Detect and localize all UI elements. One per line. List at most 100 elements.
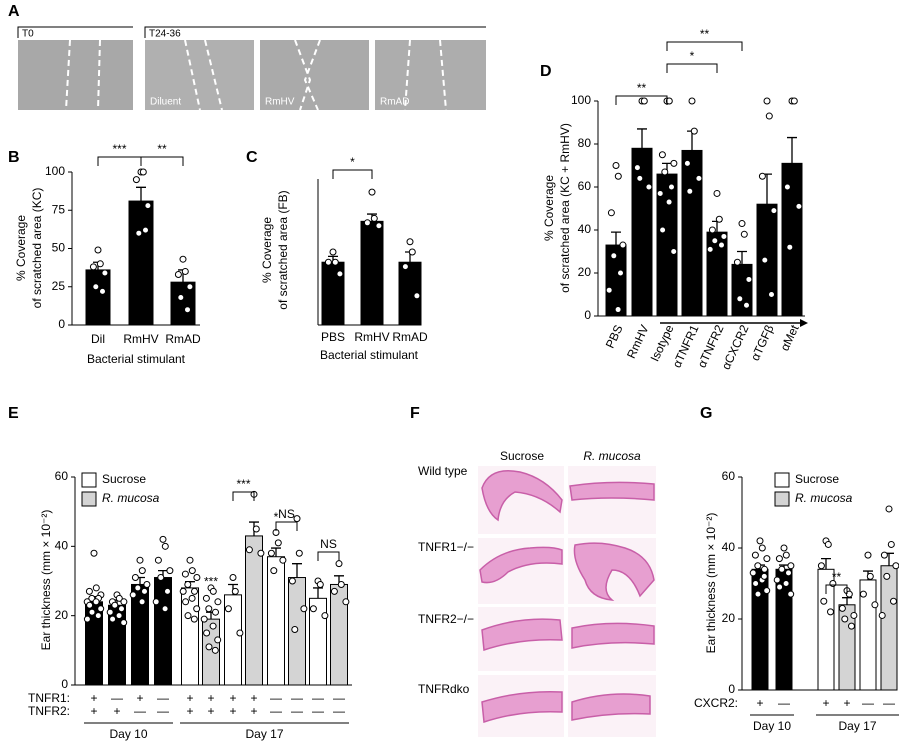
data-point [321,612,329,620]
data-point [92,283,100,291]
genotype: — [312,691,324,705]
error-bar [637,128,647,149]
data-point [848,622,855,630]
y-tick-label: 0 [584,308,591,322]
panel-letter: E [8,405,19,422]
error-bar [611,231,621,246]
error-bar [136,186,146,202]
data-point [838,604,846,612]
data-point [743,301,750,309]
data-point [659,226,667,234]
data-point [236,629,244,637]
data-point [614,306,622,314]
y-axis-label: Ear thickness (mm × 10⁻²) [39,510,53,651]
y-tick-label: 20 [722,611,736,625]
y-tick-label: 100 [45,164,65,178]
data-point [115,612,123,620]
genotype: + [186,704,193,718]
data-point [190,615,198,623]
data-point [184,306,191,314]
data-point [174,271,182,279]
y-tick-label: 40 [722,540,736,554]
data-point [670,248,678,255]
data-point [688,97,696,105]
data-point [231,587,239,595]
data-point [120,598,128,606]
data-point [342,598,350,606]
data-point [715,215,723,223]
legend-swatch [81,472,97,488]
data-point [202,594,210,602]
significance-bracket [666,63,718,73]
data-point [713,189,721,197]
bracket-line [144,26,486,38]
data-point [776,583,784,591]
genotype: — [862,696,874,710]
data-point [827,608,834,616]
data-point [279,556,287,564]
data-point [413,292,421,300]
legend-swatch [774,491,790,507]
data-point [706,245,714,253]
significance-bracket [332,169,373,179]
data-point [288,577,296,585]
image-label: Diluent [150,97,181,108]
data-point [859,590,867,598]
data-point [754,562,762,570]
genotype: — [291,691,303,705]
data-point [661,168,669,176]
panel-f: Sucrose R. mucosa Wild type TNFR1−/− TNF… [418,449,656,737]
y-tick-label: 50 [52,241,66,255]
data-point [164,587,171,595]
data-point [711,237,719,245]
data-point [331,258,339,266]
genotype: + [250,704,257,718]
data-point [783,183,791,191]
data-point [177,293,185,301]
data-point [760,572,768,580]
legend-label: R. mucosa [795,491,853,505]
data-point [665,97,673,105]
row-label: TNFR2: [28,704,70,718]
y-axis-label: % Coverage [260,217,274,283]
error-bar [292,563,302,578]
bar [245,535,263,686]
data-point [161,542,169,550]
significance: NS [320,537,337,551]
data-point [132,176,140,184]
data-point [97,605,105,613]
data-point [203,629,211,637]
data-point [866,572,874,580]
y-tick-label: 0 [58,317,65,331]
x-tick-label: RmHV [624,323,652,361]
row-label: TNFRdko [418,682,470,696]
data-point [778,565,786,573]
significance-bracket [97,156,142,166]
bar [128,200,154,326]
genotype: — [291,704,303,718]
data-point [619,241,627,249]
legend-label: Sucrose [102,472,146,486]
data-point [824,540,832,548]
panel-letter: A [8,3,20,20]
image-label: RmAD [380,97,409,108]
data-point [790,97,798,105]
x-tick-label: PBS [603,323,626,351]
data-point [329,248,337,256]
data-point [96,260,104,268]
column-header: R. mucosa [583,449,641,463]
error-bar [271,547,281,557]
x-tick-label: RmHV [354,330,389,344]
data-point [892,562,899,570]
data-point [188,594,196,602]
row-label: TNFR1: [28,691,70,705]
group-label: Day 17 [838,719,876,733]
data-point [300,605,308,613]
genotype: — [333,691,345,705]
genotype: + [250,691,257,705]
data-point [138,567,146,575]
data-point [668,183,675,191]
data-point [101,269,109,277]
data-point [229,574,237,582]
